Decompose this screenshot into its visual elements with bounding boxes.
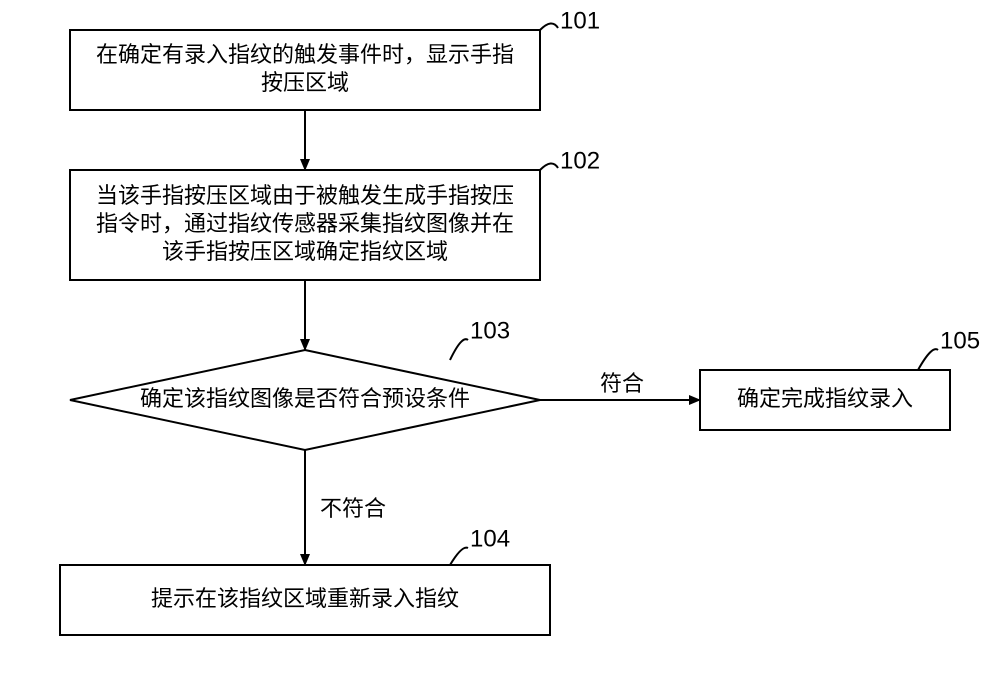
node-n105-line-0: 确定完成指纹录入 bbox=[737, 386, 913, 411]
node-n101-line-1: 按压区域 bbox=[261, 70, 349, 95]
node-n101: 在确定有录入指纹的触发事件时，显示手指按压区域 bbox=[70, 30, 540, 110]
node-n101-label: 101 bbox=[560, 7, 600, 34]
node-n104-callout bbox=[450, 548, 468, 565]
node-n102-label: 102 bbox=[560, 147, 600, 174]
node-n103: 确定该指纹图像是否符合预设条件 bbox=[70, 350, 540, 450]
node-n103-label: 103 bbox=[470, 317, 510, 344]
node-n102-line-2: 该手指按压区域确定指纹区域 bbox=[162, 239, 448, 264]
node-n105-label: 105 bbox=[940, 327, 980, 354]
node-n102: 当该手指按压区域由于被触发生成手指按压指令时，通过指纹传感器采集指纹图像并在该手… bbox=[70, 170, 540, 280]
node-n104-label: 104 bbox=[470, 525, 510, 552]
edge-label-3: 符合 bbox=[600, 371, 644, 396]
node-n102-line-0: 当该手指按压区域由于被触发生成手指按压 bbox=[96, 183, 514, 208]
node-n104: 提示在该指纹区域重新录入指纹 bbox=[60, 565, 550, 635]
node-n105-callout bbox=[918, 349, 938, 370]
node-n101-line-0: 在确定有录入指纹的触发事件时，显示手指 bbox=[96, 42, 514, 67]
node-n103-line-0: 确定该指纹图像是否符合预设条件 bbox=[140, 386, 470, 411]
node-n102-line-1: 指令时，通过指纹传感器采集指纹图像并在 bbox=[96, 211, 514, 236]
node-n104-line-0: 提示在该指纹区域重新录入指纹 bbox=[151, 586, 459, 611]
flowchart-canvas: 不符合 符合 在确定有录入指纹的触发事件时，显示手指按压区域当该手指按压区域由于被… bbox=[0, 0, 1000, 700]
node-n103-callout bbox=[450, 339, 468, 360]
edge-label-2: 不符合 bbox=[320, 496, 386, 521]
node-n101-callout bbox=[540, 23, 558, 30]
node-n105: 确定完成指纹录入 bbox=[700, 370, 950, 430]
node-n102-callout bbox=[540, 163, 558, 170]
